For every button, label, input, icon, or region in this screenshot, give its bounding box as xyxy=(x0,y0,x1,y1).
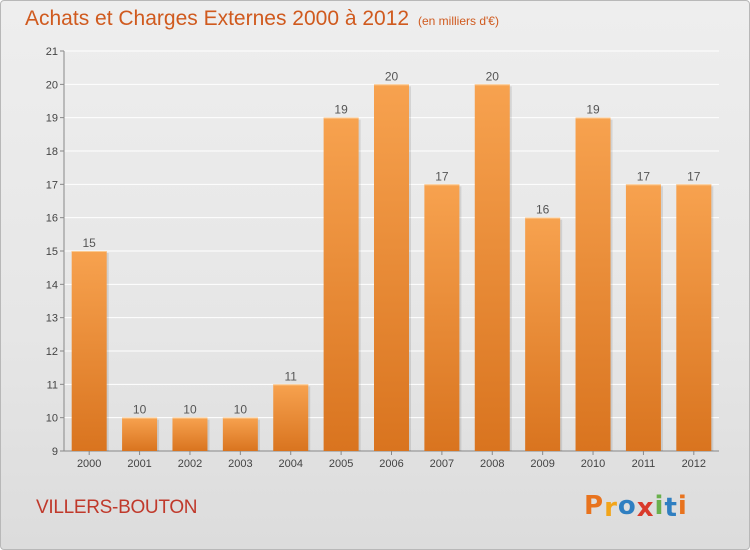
data-label-2003: 10 xyxy=(234,403,248,417)
logo-letter: i xyxy=(654,491,665,521)
logo-letter: r xyxy=(604,493,618,523)
x-tick-label-2010: 2010 xyxy=(581,458,605,470)
y-tick-label: 9 xyxy=(52,446,58,458)
bar-2011 xyxy=(625,184,661,452)
y-tick-label: 11 xyxy=(47,379,58,391)
y-tick-label: 18 xyxy=(46,146,58,158)
data-label-2008: 20 xyxy=(486,69,500,83)
bar-2010 xyxy=(575,117,611,452)
y-tick-label: 10 xyxy=(46,413,58,425)
y-tick-label: 17 xyxy=(46,179,58,191)
y-tick-label: 14 xyxy=(46,279,58,291)
data-labels: 15 10 10 10 11 19 20 17 20 16 19 17 17 xyxy=(83,69,701,416)
data-label-2004: 11 xyxy=(284,369,297,383)
x-tick-label-2001: 2001 xyxy=(127,458,151,470)
y-tick-label: 21 xyxy=(46,46,58,58)
x-tick-label-2011: 2011 xyxy=(632,458,656,470)
bar-2004 xyxy=(273,384,309,451)
x-tick-label-2007: 2007 xyxy=(430,458,454,470)
chart-title: Achats et Charges Externes 2000 à 2012 xyxy=(25,7,410,30)
chart-subtitle: (en milliers d'€) xyxy=(418,14,499,28)
x-tick-label-2009: 2009 xyxy=(530,458,554,470)
data-label-2010: 19 xyxy=(586,103,600,117)
logo-letter: P xyxy=(584,491,605,521)
bar-2007 xyxy=(424,184,460,452)
bar-2000 xyxy=(71,251,107,451)
logo-letter: i xyxy=(677,491,688,521)
x-tick-label-2006: 2006 xyxy=(379,458,403,470)
bar-2012 xyxy=(676,184,712,452)
y-tick-label: 13 xyxy=(46,313,58,325)
data-label-2012: 17 xyxy=(687,169,701,183)
data-label-2001: 10 xyxy=(133,403,147,417)
x-tick-label-2002: 2002 xyxy=(178,458,202,470)
bar-2003 xyxy=(222,417,258,451)
bar-2002 xyxy=(172,417,208,451)
bar-2008 xyxy=(474,84,510,451)
commune-name: VILLERS-BOUTON xyxy=(36,497,198,518)
bar-2009 xyxy=(525,217,561,451)
x-tick-label-2000: 2000 xyxy=(77,458,101,470)
data-label-2009: 16 xyxy=(536,203,550,217)
y-tick-label: 16 xyxy=(46,213,58,225)
data-label-2000: 15 xyxy=(83,236,97,250)
data-label-2005: 19 xyxy=(334,103,348,117)
data-label-2006: 20 xyxy=(385,69,399,83)
x-tick-label-2008: 2008 xyxy=(480,458,504,470)
y-tick-label: 12 xyxy=(46,346,58,358)
data-label-2002: 10 xyxy=(183,403,197,417)
bars xyxy=(71,84,714,452)
y-tick-label: 20 xyxy=(46,79,58,91)
logo-letter: t xyxy=(664,493,678,523)
x-tick-label-2003: 2003 xyxy=(228,458,252,470)
x-tick-label-2005: 2005 xyxy=(329,458,353,470)
bar-2006 xyxy=(374,84,409,451)
data-label-2007: 17 xyxy=(435,169,449,183)
data-label-2011: 17 xyxy=(637,169,651,183)
proxiti-logo[interactable]: Proxiti xyxy=(584,491,688,523)
bar-2001 xyxy=(122,417,158,451)
y-tick-label: 15 xyxy=(46,246,58,258)
x-tick-label-2012: 2012 xyxy=(682,458,706,470)
y-tick-label: 19 xyxy=(46,113,58,125)
logo-letter: x xyxy=(636,493,655,523)
logo-letter: o xyxy=(617,491,637,521)
x-tick-label-2004: 2004 xyxy=(278,458,302,470)
bar-2005 xyxy=(323,117,359,452)
